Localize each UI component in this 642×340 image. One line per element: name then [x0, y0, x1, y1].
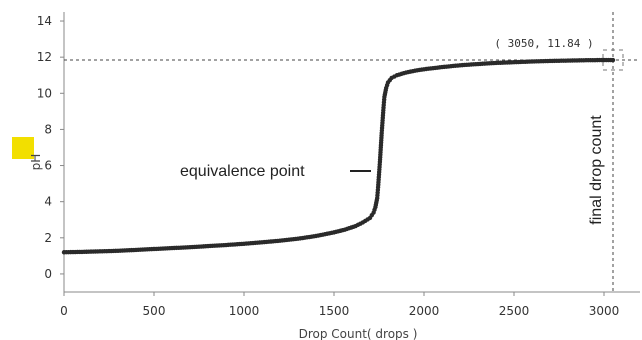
y-tick-label: 14 [37, 14, 52, 28]
y-tick-label: 8 [44, 122, 52, 136]
data-point [610, 57, 616, 63]
x-tick-label: 2500 [499, 304, 530, 318]
x-tick-label: 3000 [589, 304, 620, 318]
x-tick-label: 1500 [319, 304, 350, 318]
y-tick-label: 12 [37, 50, 52, 64]
y-tick-label: 0 [44, 267, 52, 281]
y-tick-label: 10 [37, 86, 52, 100]
y-axis-label: pH [29, 154, 43, 171]
y-tick-label: 4 [44, 195, 52, 209]
x-tick-label: 2000 [409, 304, 440, 318]
x-tick-label: 1000 [229, 304, 260, 318]
x-axis-label: Drop Count( drops ) [299, 327, 418, 340]
data-series [61, 57, 616, 255]
x-tick-label: 500 [143, 304, 166, 318]
equivalence-annotation: equivalence point [180, 163, 371, 180]
axis-ticks: 0 500 1000 1500 2000 2500 3000 0 2 4 6 8 10 12 14 [37, 14, 620, 318]
y-tick-label: 2 [44, 231, 52, 245]
equivalence-label: equivalence point [180, 163, 305, 180]
x-tick-label: 0 [60, 304, 68, 318]
final-drop-count-label: final drop count [588, 115, 605, 225]
ph-highlight [12, 137, 34, 159]
final-point-readout: ( 3050, 11.84 ) [494, 37, 593, 50]
y-tick-label: 6 [44, 159, 52, 173]
final-point-marker [602, 49, 624, 71]
